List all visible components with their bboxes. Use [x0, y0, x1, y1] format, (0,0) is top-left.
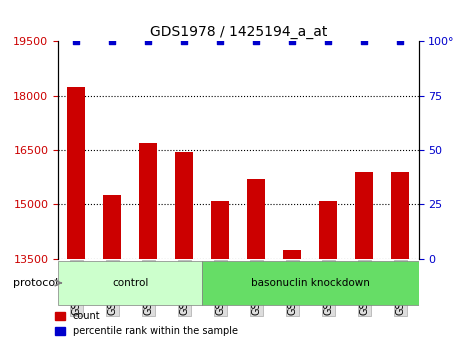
- Title: GDS1978 / 1425194_a_at: GDS1978 / 1425194_a_at: [150, 25, 327, 39]
- Point: [397, 39, 404, 44]
- Bar: [67, 87, 85, 259]
- Point: [73, 39, 80, 44]
- Bar: [247, 179, 266, 259]
- Bar: [355, 172, 373, 259]
- Point: [252, 39, 260, 44]
- Point: [325, 39, 332, 44]
- Point: [180, 39, 188, 44]
- FancyBboxPatch shape: [58, 261, 202, 305]
- Bar: [319, 201, 338, 259]
- Point: [361, 39, 368, 44]
- Bar: [175, 152, 193, 259]
- Legend: count, percentile rank within the sample: count, percentile rank within the sample: [51, 307, 242, 340]
- Text: control: control: [112, 278, 148, 288]
- Bar: [211, 201, 229, 259]
- Point: [108, 39, 116, 44]
- Text: basonuclin knockdown: basonuclin knockdown: [251, 278, 370, 288]
- Point: [145, 39, 152, 44]
- Bar: [139, 143, 157, 259]
- Point: [289, 39, 296, 44]
- Text: protocol: protocol: [13, 278, 58, 288]
- Bar: [283, 250, 301, 259]
- Bar: [392, 172, 410, 259]
- Bar: [103, 195, 121, 259]
- FancyBboxPatch shape: [202, 261, 418, 305]
- Point: [217, 39, 224, 44]
